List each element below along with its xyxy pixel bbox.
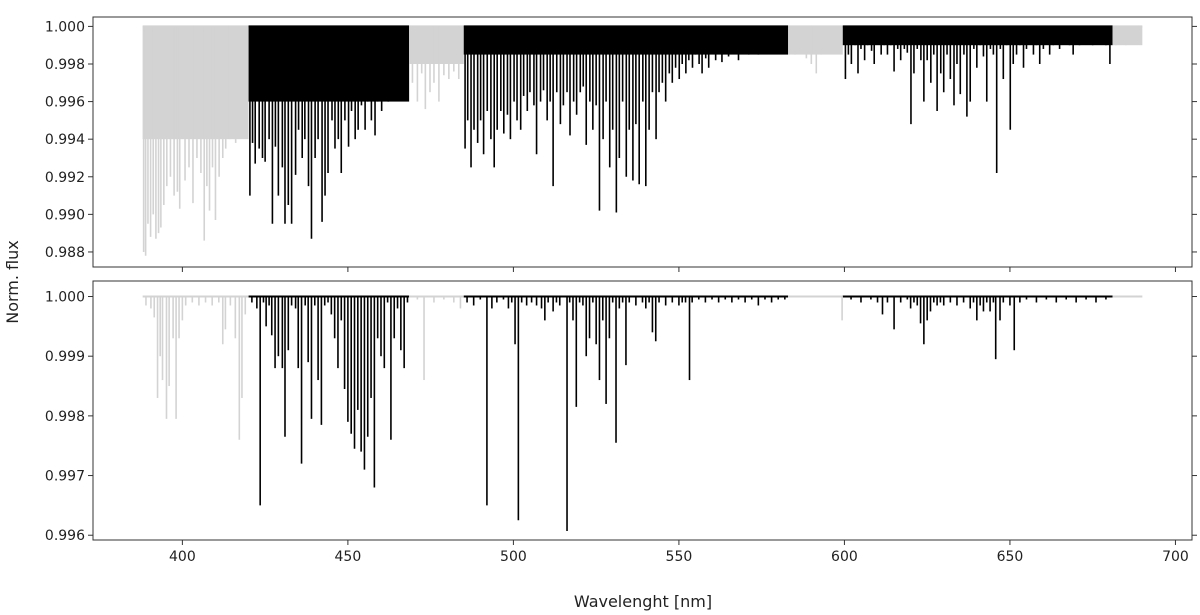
top-axes-frame bbox=[92, 16, 1193, 268]
top-ytick-label-4: 0.996 bbox=[45, 95, 85, 111]
bottom-ytick-label-4: 1.000 bbox=[45, 290, 85, 306]
x-axis-label: Wavelenght [nm] bbox=[574, 592, 712, 611]
top-ytick-label-0: 0.988 bbox=[45, 245, 85, 261]
top-ytick-label-1: 0.990 bbox=[45, 207, 85, 223]
top-ytick-label-3: 0.994 bbox=[45, 132, 85, 148]
bottom-panel: 0.996 0.997 0.998 0.999 1.000 400 450 500 550 600… bbox=[45, 280, 1197, 565]
top-band-4 bbox=[788, 26, 843, 55]
bottom-ytick-label-2: 0.998 bbox=[45, 409, 85, 425]
xtick-label-6: 700 bbox=[1162, 549, 1189, 565]
top-band-6 bbox=[1112, 26, 1143, 46]
top-band-5 bbox=[842, 26, 1113, 46]
bottom-ytick-label-1: 0.997 bbox=[45, 469, 85, 485]
bottom-ytick-label-3: 0.999 bbox=[45, 349, 85, 365]
y-axis-label: Norm. flux bbox=[3, 240, 22, 324]
top-ytick-label-5: 0.998 bbox=[45, 57, 85, 73]
top-panel: 0.988 0.990 0.992 0.994 0.996 0.998 1.000 bbox=[45, 16, 1197, 272]
xtick-label-2: 500 bbox=[500, 549, 527, 565]
top-ytick-label-2: 0.992 bbox=[45, 170, 85, 186]
xtick-label-1: 450 bbox=[335, 549, 362, 565]
top-ytick-label-6: 1.000 bbox=[45, 19, 85, 35]
bottom-axes-frame bbox=[92, 280, 1193, 541]
xtick-label-3: 550 bbox=[666, 549, 693, 565]
top-band-2 bbox=[409, 26, 464, 64]
bottom-ytick-label-0: 0.996 bbox=[45, 528, 85, 544]
xtick-label-5: 650 bbox=[997, 549, 1024, 565]
xtick-label-4: 600 bbox=[831, 549, 858, 565]
xtick-label-0: 400 bbox=[169, 549, 196, 565]
